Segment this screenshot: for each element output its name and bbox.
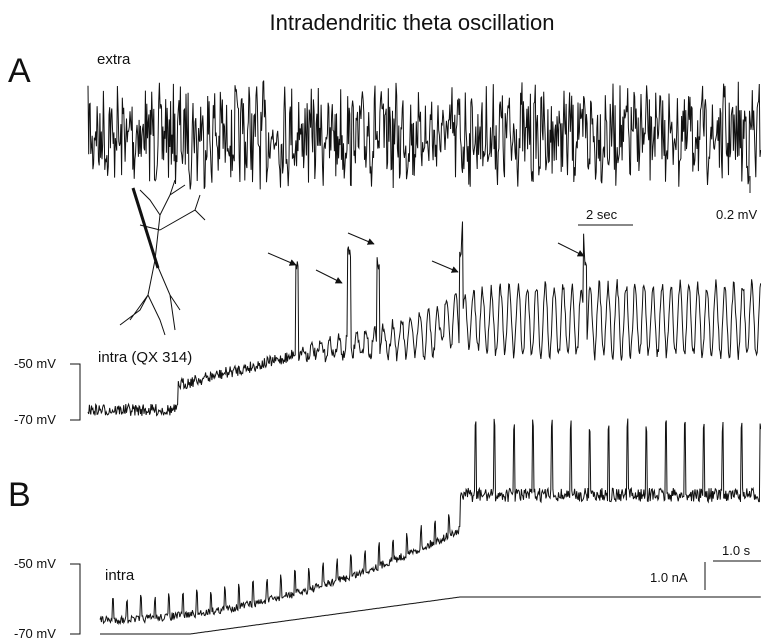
level-bracket [70,363,81,421]
intracellular-trace [99,418,761,626]
trace-label: intra (QX 314) [98,349,192,366]
scale-label: 1.0 nA [650,570,688,585]
arrows [267,232,585,284]
intracellular-trace [87,221,761,417]
panel-label: B [8,476,31,514]
level-bracket [70,563,81,635]
panel-label: A [8,52,31,90]
trace-label: extra [97,51,131,68]
scale-label: 0.2 mV [716,207,758,222]
neuron-drawing [119,179,206,336]
extracellular-trace [87,80,761,190]
scale-label: 2 sec [586,207,618,222]
level-label: -50 mV [14,356,56,371]
trace-label: intra [105,567,135,584]
title: Intradendritic theta oscillation [270,10,555,35]
level-label: -70 mV [14,412,56,427]
level-label: -50 mV [14,556,56,571]
scale-label: 1.0 s [722,543,751,558]
current-trace [100,596,761,635]
level-label: -70 mV [14,626,56,640]
